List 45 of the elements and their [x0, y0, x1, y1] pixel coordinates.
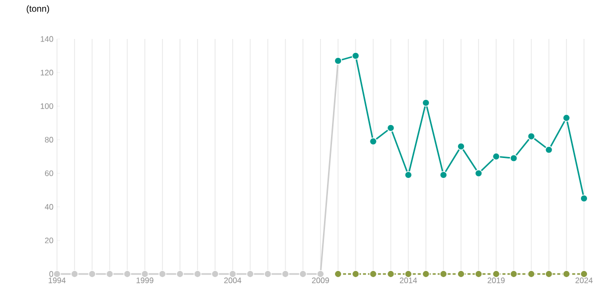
point: [334, 270, 342, 278]
point: [527, 132, 536, 140]
point: [386, 124, 395, 132]
point: [562, 114, 570, 122]
point: [404, 171, 412, 179]
point: [228, 270, 237, 278]
point: [562, 270, 570, 278]
point: [544, 146, 553, 154]
point: [404, 270, 412, 278]
point: [140, 270, 149, 278]
point: [580, 270, 588, 278]
point: [211, 270, 219, 278]
point: [492, 270, 500, 278]
point: [316, 270, 324, 278]
point: [88, 270, 96, 278]
point: [440, 270, 448, 278]
point: [158, 270, 166, 278]
point: [246, 270, 254, 278]
point: [281, 270, 290, 278]
point: [264, 270, 272, 278]
point: [457, 270, 465, 278]
point: [492, 152, 500, 160]
point: [422, 270, 430, 278]
point: [474, 169, 482, 178]
point: [544, 270, 553, 278]
point: [527, 270, 536, 278]
point: [510, 270, 518, 278]
point: [176, 270, 184, 278]
point: [299, 270, 307, 278]
point: [510, 154, 518, 162]
y-axis-title: (tonn): [26, 5, 50, 14]
point: [369, 270, 378, 278]
point: [106, 270, 114, 278]
point: [474, 270, 482, 278]
point: [123, 270, 132, 278]
point: [422, 98, 430, 107]
point: [352, 270, 360, 278]
point: [194, 270, 202, 278]
point: [352, 52, 360, 60]
point: [440, 171, 448, 179]
point: [580, 194, 588, 202]
point: [70, 270, 78, 278]
point: [386, 270, 395, 278]
point: [457, 142, 465, 150]
point: [369, 138, 378, 146]
